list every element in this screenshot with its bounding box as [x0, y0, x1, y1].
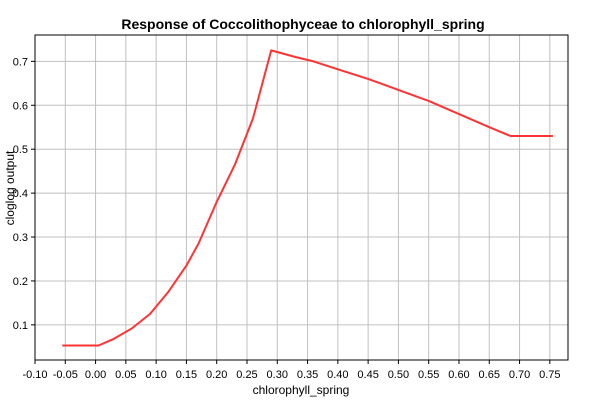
x-tick-label: 0.15 [176, 369, 197, 381]
grid [34, 35, 568, 360]
plot-area [34, 34, 569, 361]
series-group [62, 49, 553, 347]
x-tick-label: 0.10 [145, 369, 166, 381]
x-tick-label: 0.60 [448, 369, 469, 381]
y-tick-label: 0.3 [13, 232, 28, 244]
x-axis: -0.10 -0.05 0.00 0.05 0.10 0.15 0.20 0.25 0.30 0.… [22, 360, 561, 381]
x-tick-label: 0.20 [206, 369, 227, 381]
x-tick-label: 0.00 [85, 369, 106, 381]
x-axis-label: chlorophyll_spring [253, 383, 350, 397]
chart-title: Response of Coccolithophyceae to chlorop… [121, 16, 484, 32]
series-line [62, 49, 553, 347]
x-tick-label: -0.10 [22, 369, 47, 381]
x-tick-label: 0.75 [539, 369, 560, 381]
y-tick-label: 0.2 [13, 276, 28, 288]
y-tick-label: 0.1 [13, 320, 28, 332]
x-tick-label: 0.25 [236, 369, 257, 381]
y-axis-label: cloglog output [3, 150, 17, 225]
x-tick-label: 0.50 [388, 369, 409, 381]
y-tick-label: 0.5 [13, 144, 28, 156]
x-tick-label: 0.45 [357, 369, 378, 381]
y-tick-label: 0.7 [13, 56, 28, 68]
x-tick-label: -0.05 [53, 369, 78, 381]
x-tick-label: 0.30 [267, 369, 288, 381]
y-tick-label: 0.6 [13, 100, 28, 112]
x-tick-label: 0.55 [418, 369, 439, 381]
x-tick-label: 0.05 [115, 369, 136, 381]
x-tick-label: 0.65 [479, 369, 500, 381]
y-axis: 0.1 0.2 0.3 0.4 0.5 0.6 0.7 [13, 56, 35, 332]
x-tick-label: 0.40 [327, 369, 348, 381]
x-tick-label: 0.70 [509, 369, 530, 381]
x-tick-label: 0.35 [297, 369, 318, 381]
y-tick-label: 0.4 [13, 188, 28, 200]
